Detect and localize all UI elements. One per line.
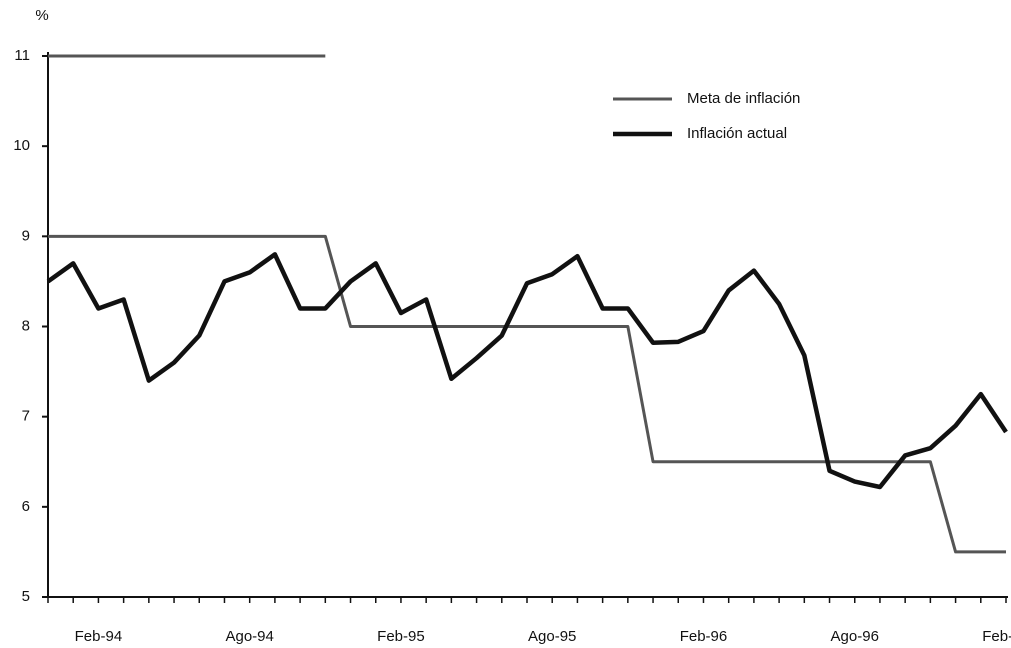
x-tick-label: Feb-95 — [377, 628, 425, 645]
y-tick-label: 7 — [22, 408, 30, 425]
x-tick-label: Feb-96 — [680, 628, 728, 645]
legend-label: Meta de inflación — [687, 90, 800, 107]
x-tick-label: Feb-94 — [75, 628, 123, 645]
data-line — [46, 252, 1008, 490]
y-tick-label: 10 — [13, 137, 30, 154]
x-tick-label: Ago-95 — [528, 628, 576, 645]
y-tick-label: 6 — [22, 498, 30, 515]
legend-label: Inflación actual — [687, 125, 787, 142]
x-tick-label: Ago-94 — [225, 628, 273, 645]
y-tick-label: 9 — [22, 227, 30, 244]
x-tick-label: Feb-97 — [982, 628, 1011, 645]
y-tick-label: 8 — [22, 317, 30, 334]
data-line — [48, 234, 1006, 554]
y-tick-label: 5 — [22, 588, 30, 605]
x-tick-label: Ago-96 — [831, 628, 879, 645]
y-tick-label: 11 — [14, 47, 30, 64]
y-axis-label: % — [35, 7, 48, 24]
